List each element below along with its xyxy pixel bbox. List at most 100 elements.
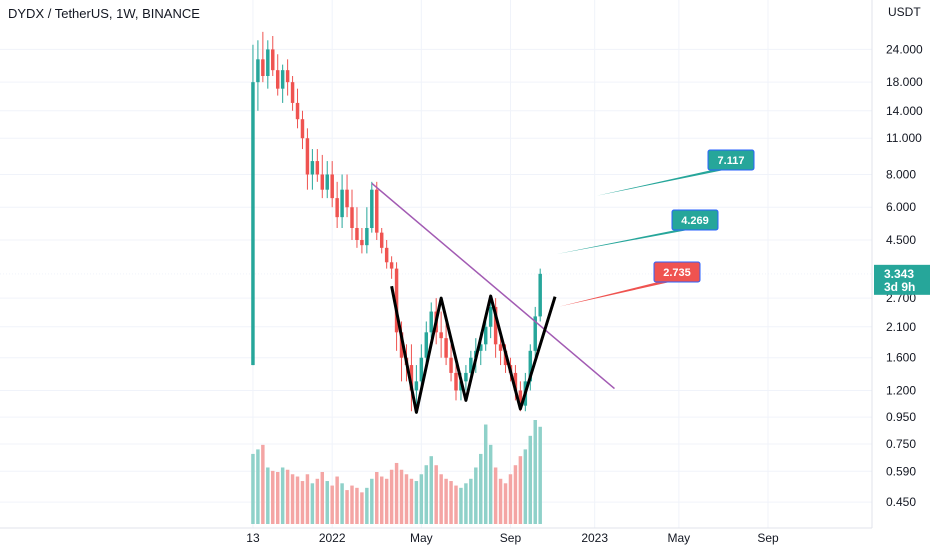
callout-label: 2.735 [663,267,691,279]
price-tick-label: 14.000 [886,104,923,118]
candle-body [315,161,320,175]
price-tick-label: 4.500 [886,233,916,247]
volume-bar [340,483,344,524]
volume-bar [389,469,394,524]
candle-body [275,70,280,89]
price-tick-label: 2.100 [886,320,916,334]
candle-body [538,273,542,317]
volume-bar [508,474,513,524]
candle-body [439,332,443,339]
volume-bar [394,462,399,524]
price-tick-label: 24.000 [886,42,923,56]
price-tick-label: 6.000 [886,200,916,214]
candle-body [424,332,429,358]
candle-body [355,227,359,240]
candle-body [340,189,344,218]
volume-bar [533,420,537,524]
candle-body [360,239,364,246]
grid [0,0,872,528]
volume-bar [493,467,498,524]
volume-bar [513,465,518,524]
candle-body [300,119,305,139]
price-tick-label: 11.000 [886,131,922,145]
price-tick-label: 1.200 [886,383,916,397]
callout-box [707,149,755,171]
candle-body [271,49,275,71]
volume-bar [375,472,379,524]
volume-bar [459,487,463,524]
candle-body [285,70,290,83]
chart-title: DYDX / TetherUS, 1W, BINANCE [8,6,200,21]
last-price-tag [874,264,930,295]
callout-pointer [559,282,670,307]
volume-bar [335,476,339,524]
candle-body [498,344,503,351]
price-tick-label: 8.000 [886,167,916,181]
candle-body [320,174,325,190]
candle-body [310,161,315,175]
volume-bar [290,474,295,524]
volume-bar [399,469,404,524]
volume-bar [434,465,438,524]
volume-bar [271,470,275,524]
last-price-label: 3.343 [884,267,914,281]
volume-bar [325,481,329,524]
volume-bar [479,453,483,524]
volume-bar [370,478,374,524]
candle-body [251,82,255,366]
volume-bar [503,483,508,524]
volume-bar [295,476,300,524]
price-tick-label: 0.450 [886,495,916,509]
candle-body [335,198,339,218]
candle-body [350,207,354,228]
candles [251,31,542,412]
volume-bar [310,483,315,524]
volume-bar [419,474,424,524]
volume-bar [498,478,503,524]
volume-bar [414,481,419,524]
volume-bar [365,487,369,524]
volume-bar [528,435,533,524]
candle-body [375,189,379,233]
time-tick-label: May [668,531,691,545]
candle-body [449,357,453,373]
candle-body [295,102,300,120]
callout-pointer [557,230,688,254]
price-axis[interactable]: USDT 24.000 18.000 14.000 11.000 8.000 6.000 4.… [871,0,930,528]
volume-bar [424,465,429,524]
volume-bar [409,478,414,524]
candle-body [483,326,488,345]
candle-body [256,59,260,83]
volume-bar [429,456,433,524]
candle-body [469,357,473,373]
volume-bar [330,485,334,524]
volume-bar [315,478,320,524]
candle-body [444,338,448,358]
callout-box [653,261,701,283]
candle-body [345,189,349,208]
candle-body [280,70,285,89]
volume-bar [464,483,468,524]
volume-bar [320,472,325,524]
time-axis[interactable]: 13 2022 May Sep 2023 May Sep [0,527,872,545]
price-tick-label: 18.000 [886,75,923,89]
volume-bar [256,449,260,524]
candle-body [493,306,498,345]
price-tick-label: 0.950 [886,410,916,424]
candle-body [370,189,374,228]
candle-body [389,262,394,269]
volume-bar [469,478,473,524]
volume-bar [474,467,478,524]
callout-label: 7.117 [718,155,745,167]
callout-pointer [596,170,724,196]
volume-bar [355,487,359,524]
time-tick-label: May [410,531,433,545]
volume-bar [280,467,285,524]
volume-bar [285,469,290,524]
volume-bar [444,478,448,524]
candle-body [394,268,399,333]
volume-bars [251,420,542,524]
candle-body [454,372,458,391]
candle-body [419,357,424,382]
